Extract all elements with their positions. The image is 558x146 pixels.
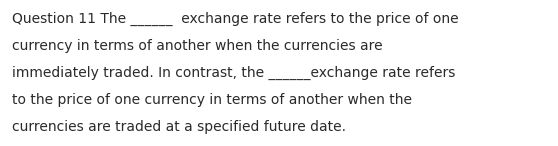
Text: currencies are traded at a specified future date.: currencies are traded at a specified fut… (12, 120, 347, 134)
Text: to the price of one currency in terms of another when the: to the price of one currency in terms of… (12, 93, 412, 107)
Text: Question 11 The ______  exchange rate refers to the price of one: Question 11 The ______ exchange rate ref… (12, 12, 459, 26)
Text: currency in terms of another when the currencies are: currency in terms of another when the cu… (12, 39, 383, 53)
Text: immediately traded. In contrast, the ______exchange rate refers: immediately traded. In contrast, the ___… (12, 66, 456, 80)
